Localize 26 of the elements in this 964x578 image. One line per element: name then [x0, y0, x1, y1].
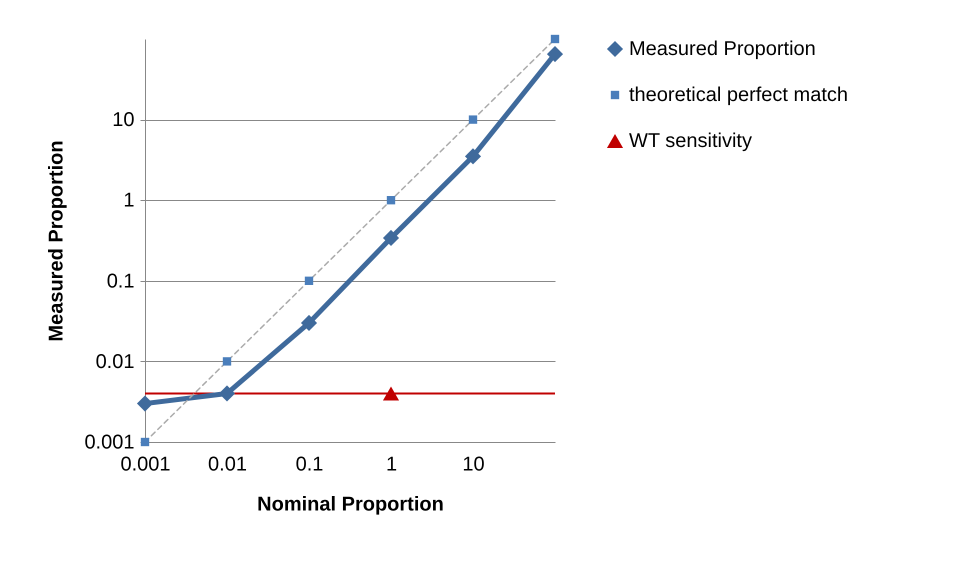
y-tick-label: 0.01	[96, 350, 134, 373]
y-tick-label: 10	[112, 109, 134, 132]
point	[546, 46, 564, 62]
point	[464, 148, 482, 164]
point	[136, 395, 154, 412]
point	[218, 385, 236, 402]
legend-label: WT sensitivity	[629, 130, 752, 152]
x-axis-title: Nominal Proportion	[257, 494, 444, 516]
legend-label: Measured Proportion	[629, 38, 816, 60]
point	[382, 230, 400, 246]
legend-label: theoretical perfect match	[629, 84, 848, 106]
x-tick-label: 0.1	[296, 454, 324, 476]
point	[386, 196, 396, 204]
point	[550, 34, 560, 44]
y-tick-label: 0.1	[106, 270, 134, 292]
x-tick-label: 10	[462, 454, 485, 476]
y-tick-label: 1	[123, 190, 134, 212]
point	[468, 115, 478, 124]
y-tick-label: 0.001	[84, 432, 134, 454]
point	[222, 357, 232, 366]
x-tick-label: 0.01	[208, 454, 247, 476]
y-axis-title: Measured Proportion	[45, 140, 68, 342]
point	[300, 314, 318, 332]
point	[304, 276, 314, 285]
point	[382, 386, 400, 400]
x-tick-label: 1	[386, 454, 398, 476]
